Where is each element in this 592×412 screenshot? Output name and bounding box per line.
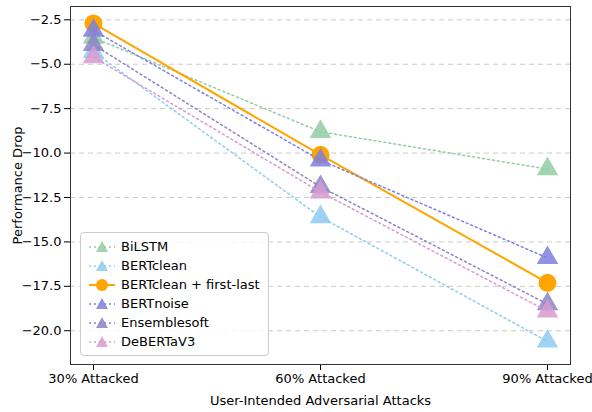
svg-text:−2.5: −2.5 bbox=[30, 12, 62, 27]
svg-text:30% Attacked: 30% Attacked bbox=[48, 371, 138, 386]
html-text:Ensemblesoft: Ensemblesoft bbox=[121, 315, 209, 330]
html-text:BERTclean: BERTclean bbox=[121, 258, 187, 273]
svg-text:−5.0: −5.0 bbox=[30, 56, 62, 71]
html-text:DeBERTaV3: DeBERTaV3 bbox=[121, 334, 196, 349]
html-text:BERTnoise: BERTnoise bbox=[121, 296, 189, 311]
svg-text:90% Attacked: 90% Attacked bbox=[502, 371, 592, 386]
svg-text:−10.0: −10.0 bbox=[22, 145, 62, 160]
html-text:BiLSTM: BiLSTM bbox=[121, 239, 169, 254]
svg-text:−17.5: −17.5 bbox=[22, 278, 62, 293]
svg-text:−12.5: −12.5 bbox=[22, 190, 62, 205]
svg-text:−7.5: −7.5 bbox=[30, 101, 62, 116]
svg-text:−20.0: −20.0 bbox=[22, 323, 62, 338]
html-text:BERTclean + first-last: BERTclean + first-last bbox=[121, 277, 260, 292]
svg-text:Performance Drop: Performance Drop bbox=[10, 127, 25, 245]
svg-text:User-Intended Adversarial Atta: User-Intended Adversarial Attacks bbox=[210, 393, 431, 408]
svg-text:60% Attacked: 60% Attacked bbox=[275, 371, 365, 386]
svg-text:−15.0: −15.0 bbox=[22, 234, 62, 249]
